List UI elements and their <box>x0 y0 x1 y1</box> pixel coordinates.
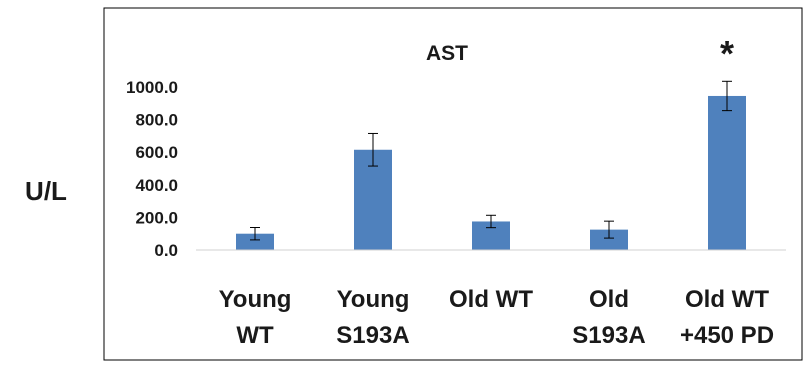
bar <box>590 229 628 250</box>
chart-title: AST <box>426 42 468 65</box>
y-tick-label: 200.0 <box>135 208 178 227</box>
x-category-label: Young <box>219 286 292 313</box>
bar <box>708 95 746 250</box>
y-tick-labels: 0.0 200.0 400.0 600.0 800.0 1000.0 <box>126 78 178 260</box>
chart-border <box>103 7 803 361</box>
y-tick-label: 0.0 <box>154 241 178 260</box>
y-tick-label: 600.0 <box>135 143 178 162</box>
x-category-label: Old <box>589 286 629 313</box>
y-tick-label: 800.0 <box>135 111 178 130</box>
x-category-label: Old WT <box>449 286 533 313</box>
bars <box>236 95 746 250</box>
x-category-label: S193A <box>572 322 645 349</box>
x-category-labels: Young WT Young S193A Old WT Old S193A Old WT +45… <box>219 286 774 349</box>
x-category-label: Old WT <box>685 286 769 313</box>
y-tick-label: 400.0 <box>135 176 178 195</box>
x-category-label: +450 PD <box>680 322 774 349</box>
x-category-label: Young <box>337 286 410 313</box>
significance-marker: * <box>720 33 734 74</box>
bar <box>236 233 274 250</box>
error-bars <box>250 80 732 241</box>
annotations: * <box>720 33 734 74</box>
y-axis-label: U/L <box>25 176 67 206</box>
x-category-label: S193A <box>336 322 409 349</box>
y-tick-label: 1000.0 <box>126 78 178 97</box>
x-category-label: WT <box>236 322 274 349</box>
